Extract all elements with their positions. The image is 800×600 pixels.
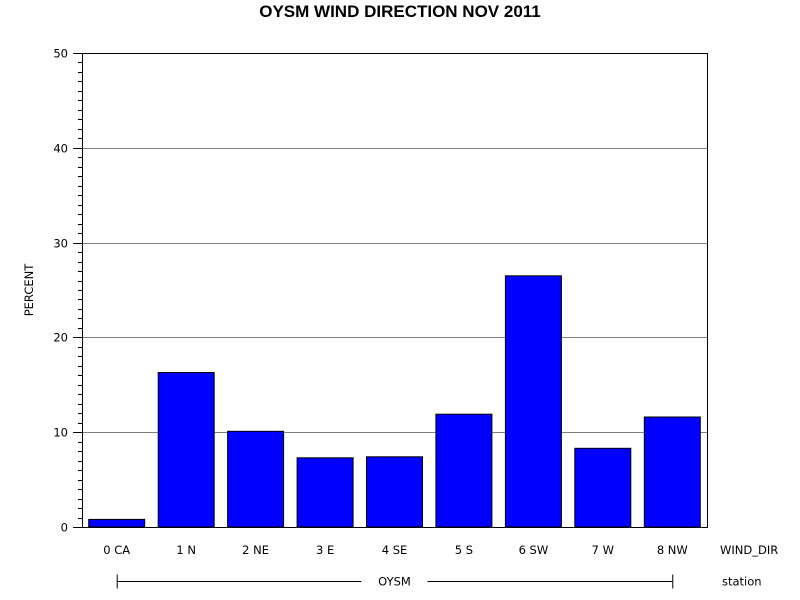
bar: [296, 457, 354, 528]
x-tick-label: 3 E: [316, 543, 334, 557]
bars: [88, 275, 701, 528]
x-tick-label: 8 NW: [657, 543, 688, 557]
y-tick-label: 40: [53, 142, 68, 156]
bar: [88, 518, 146, 528]
y-tick-label: 30: [53, 237, 68, 251]
x-tick-label: 6 SW: [519, 543, 549, 557]
x-tick-label: 1 N: [176, 543, 196, 557]
y-tick-label: 0: [61, 521, 68, 535]
y-tick-label: 10: [53, 426, 68, 440]
x-tick-label: 4 SE: [382, 543, 408, 557]
x-axis-label: WIND_DIR: [720, 543, 778, 557]
chart-title: OYSM WIND DIRECTION NOV 2011: [259, 2, 541, 21]
group-name-label: OYSM: [378, 575, 411, 589]
x-axis-tick-labels: 0 CA 1 N 2 NE 3 E 4 SE 5 S 6 SW 7 W 8 NW: [103, 543, 688, 557]
bar: [366, 456, 423, 528]
y-tick-label: 50: [53, 47, 68, 61]
y-tick-label: 20: [53, 331, 68, 345]
x-tick-label: 0 CA: [103, 543, 130, 557]
bar: [504, 275, 562, 528]
x-tick-label: 7 W: [592, 543, 614, 557]
y-axis-ticks: 0 10 20 30 40 50: [53, 47, 82, 535]
x-tick-label: 2 NE: [242, 543, 269, 557]
group-axis-label: station: [722, 575, 762, 589]
y-axis-label: PERCENT: [22, 263, 36, 317]
bar: [643, 416, 701, 528]
bar: [227, 430, 285, 528]
x-tick-label: 5 S: [455, 543, 473, 557]
bar: [435, 413, 493, 528]
plot-frame: [82, 53, 708, 528]
station-group-axis: OYSM: [116, 574, 674, 589]
bar: [574, 447, 632, 528]
bar: [157, 372, 215, 528]
